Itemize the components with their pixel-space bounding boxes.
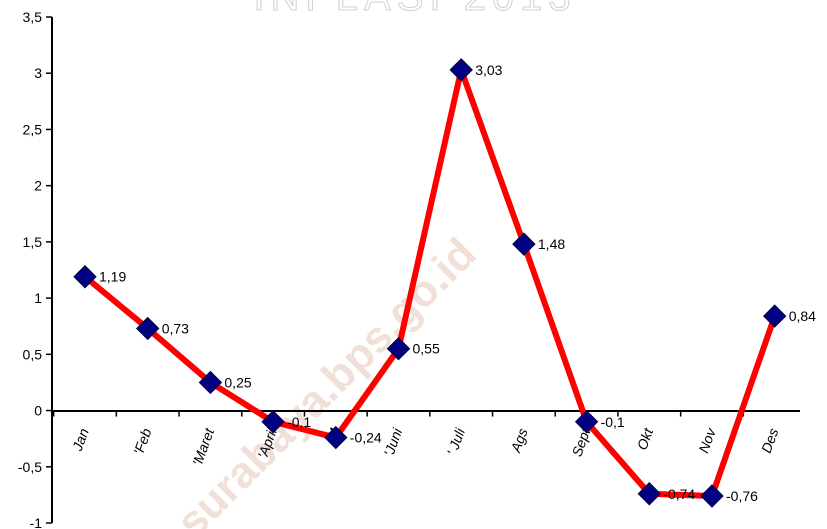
data-point-marker [73,265,97,289]
data-point-marker [512,232,536,256]
chart-title-partial: INFLASI 2013 [253,0,576,19]
x-tick-label: Jan [69,426,92,454]
data-label: 1,19 [99,269,126,285]
data-point-marker [449,58,473,82]
y-tick-label: 1,5 [23,234,43,250]
data-label: 0,25 [224,374,251,390]
x-tick-label: Okt [634,425,657,452]
data-point-marker [324,425,348,450]
x-tick-label: 'Feb [130,426,154,457]
x-tick-label: Nov [695,425,719,455]
data-point-marker [574,410,599,434]
data-label: 0,55 [413,341,440,357]
data-point-marker [700,484,724,508]
data-point-marker [386,337,411,361]
y-tick-label: -1 [30,515,43,529]
y-tick-label: 1 [34,290,42,306]
data-point-marker [135,316,160,341]
data-label: -0,76 [726,488,758,504]
data-label: 1,48 [538,236,565,252]
data-label: 3,03 [475,62,502,78]
data-label: -0,1 [601,414,625,430]
data-label: 0,73 [162,320,189,336]
y-tick-label: -0,5 [18,459,42,475]
data-label: -0,24 [350,430,382,446]
y-tick-label: 3,5 [23,9,43,25]
y-tick-label: 2,5 [23,121,43,137]
data-label: -0,1 [287,414,311,430]
y-tick-label: 3 [34,65,42,81]
data-point-marker [762,304,787,328]
y-tick-label: 0 [34,403,42,419]
data-label: 0,84 [789,308,816,324]
x-tick-label: 'Maret [189,425,218,468]
data-point-marker [261,410,285,434]
y-tick-label: 2 [34,178,42,194]
x-tick-label: Ags [507,426,531,455]
x-tick-label: Des [758,426,782,455]
x-tick-label: 'Juni [381,425,406,458]
y-tick-label: 0,5 [23,346,43,362]
data-point-marker [637,482,662,506]
x-tick-label: ' Juli [444,425,469,457]
data-point-marker [198,370,223,395]
data-label: -0,74 [663,486,695,502]
